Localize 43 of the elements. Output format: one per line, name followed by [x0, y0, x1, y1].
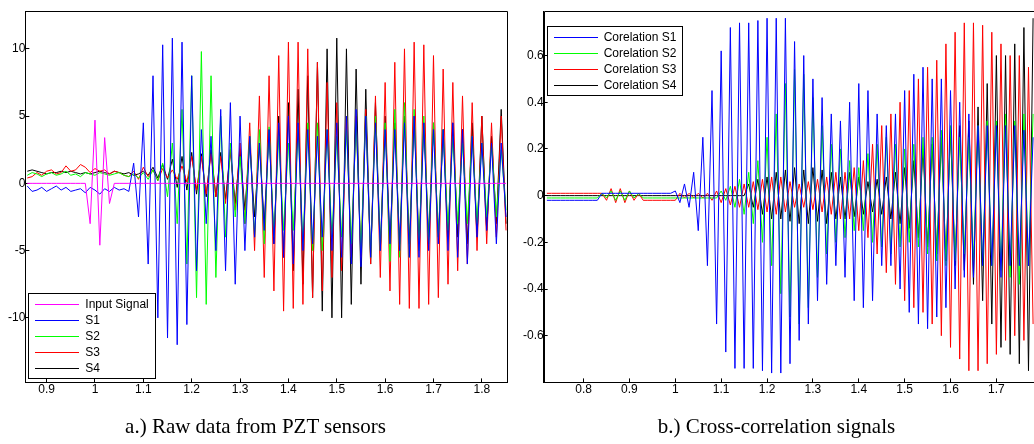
legend-label: S3	[85, 344, 101, 361]
x-tick-label: 1	[671, 381, 679, 396]
y-tick-label: 0.2	[526, 141, 544, 156]
text: a.) Raw data from PZT sensors	[125, 413, 386, 438]
y-tick-label: 0	[18, 175, 26, 190]
x-tick-label: 1.4	[850, 381, 868, 396]
y-tick-label: 0.4	[526, 94, 544, 109]
x-tick-label: 1.7	[425, 381, 443, 396]
y-tick-label: 5	[18, 108, 26, 123]
legend-label: Input Signal	[85, 296, 149, 313]
legend-label: S2	[85, 328, 101, 345]
legend-label: Corelation S2	[603, 45, 677, 62]
x-tick-label: 1.6	[942, 381, 960, 396]
y-tick-label: -5	[14, 242, 26, 257]
y-tick-label: -0.4	[522, 281, 544, 296]
x-tick-label: 1.2	[758, 381, 776, 396]
legend-label: S1	[85, 312, 101, 329]
x-tick-label: 1.3	[231, 381, 249, 396]
legend-label: Corelation S3	[603, 61, 677, 78]
y-tick-label: -0.2	[522, 234, 544, 249]
y-tick-label: 0	[536, 187, 544, 202]
x-tick-label: 0.9	[621, 381, 639, 396]
x-tick-label: 1.7	[988, 381, 1006, 396]
text: b.) Cross-correlation signals	[657, 413, 896, 438]
legend-label: Corelation S4	[603, 77, 677, 94]
legend-label: Corelation S1	[603, 29, 677, 46]
legend-label: S4	[85, 360, 101, 377]
y-tick-label: 10	[11, 41, 26, 56]
x-tick-label: 1	[91, 381, 99, 396]
x-tick-label: 0.9	[38, 381, 56, 396]
y-tick-label: -10	[8, 310, 26, 325]
x-tick-label: 1.8	[473, 381, 491, 396]
x-tick-label: 1.3	[804, 381, 822, 396]
x-tick-label: 1.1	[135, 381, 152, 396]
x-tick-label: 1.4	[280, 381, 298, 396]
x-tick-label: 1.1	[712, 381, 730, 396]
y-tick-label: 0.6	[526, 47, 544, 62]
x-tick-label: 1.6	[376, 381, 394, 396]
x-tick-label: 1.5	[328, 381, 346, 396]
x-tick-label: 1.2	[183, 381, 201, 396]
y-tick-label: -0.6	[522, 328, 544, 343]
x-tick-label: 0.8	[575, 381, 593, 396]
x-tick-label: 1.5	[896, 381, 914, 396]
